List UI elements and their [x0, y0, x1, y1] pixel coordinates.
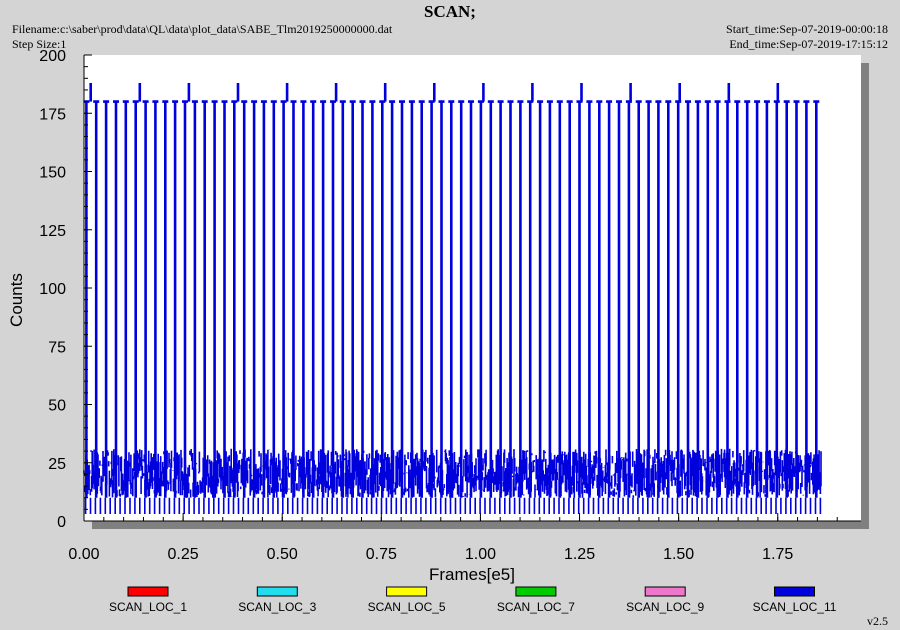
legend-item: SCAN_LOC_9 — [626, 586, 705, 614]
legend-item: SCAN_LOC_7 — [497, 586, 575, 614]
legend-swatch — [127, 586, 169, 597]
x-tick-label: 0.50 — [267, 546, 298, 563]
legend-label: SCAN_LOC_3 — [238, 600, 316, 614]
series-scan-loc-11-tall-spikes — [89, 83, 780, 102]
x-tick-label: 1.00 — [465, 546, 496, 563]
y-tick-label: 50 — [48, 398, 66, 415]
filename-label: Filename:c:\saber\prod\data\QL\data\plot… — [12, 22, 393, 36]
legend-swatch — [515, 586, 557, 597]
y-tick-label: 100 — [39, 281, 66, 298]
labels-layer: 0 25 50 75 100 125 150 175 200 0.00 0.25 0.50 0.75 1.… — [39, 48, 793, 563]
x-tick-label: 0.00 — [68, 546, 99, 563]
data-layer — [83, 83, 822, 514]
y-tick-label: 75 — [48, 339, 66, 356]
step-size-label: Step Size:1 — [12, 37, 67, 51]
legend-swatch — [256, 586, 298, 597]
y-axis-title: Counts — [7, 273, 26, 327]
x-tick-label: 1.25 — [564, 546, 595, 563]
y-tick-label: 125 — [39, 223, 66, 240]
legend-label: SCAN_LOC_9 — [626, 600, 704, 614]
legend-swatch — [774, 586, 815, 597]
y-tick-label: 200 — [39, 48, 66, 65]
legend-label: SCAN_LOC_5 — [368, 600, 446, 614]
end-time-label: End_time:Sep-07-2019-17:15:12 — [729, 37, 888, 51]
legend-item: SCAN_LOC_5 — [368, 586, 446, 614]
legend: SCAN_LOC_1 SCAN_LOC_3 SCAN_LOC_5 SCAN_LOC_7… — [109, 586, 837, 614]
y-tick-label: 175 — [39, 106, 66, 123]
version-label: v2.5 — [867, 614, 888, 628]
x-tick-label: 1.50 — [663, 546, 694, 563]
legend-label: SCAN_LOC_1 — [109, 600, 187, 614]
x-tick-label: 0.75 — [366, 546, 397, 563]
x-tick-label: 0.25 — [168, 546, 199, 563]
legend-swatch — [386, 586, 428, 597]
y-tick-label: 25 — [48, 456, 66, 473]
legend-item: SCAN_LOC_11 — [753, 586, 837, 614]
legend-swatch — [644, 586, 686, 597]
start-time-label: Start_time:Sep-07-2019-00:00:18 — [726, 22, 888, 36]
x-axis-title: Frames[e5] — [429, 565, 515, 584]
y-tick-label: 150 — [39, 165, 66, 182]
series-scan-loc-11-spikes — [83, 100, 820, 498]
legend-item: SCAN_LOC_3 — [238, 586, 317, 614]
legend-label: SCAN_LOC_11 — [753, 600, 837, 614]
x-tick-label: 1.75 — [762, 546, 793, 563]
legend-label: SCAN_LOC_7 — [497, 600, 575, 614]
legend-item: SCAN_LOC_1 — [109, 586, 187, 614]
y-tick-label: 0 — [57, 514, 66, 531]
axes-layer — [83, 54, 861, 522]
chart-title: SCAN; — [424, 2, 476, 21]
